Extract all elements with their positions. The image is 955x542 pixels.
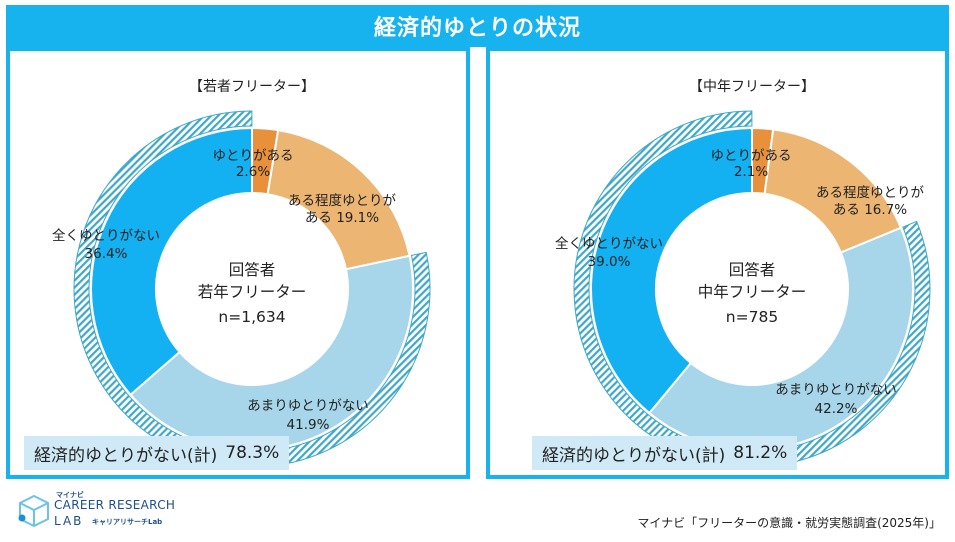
logo-sub: キャリアリサーチLab <box>92 518 163 526</box>
career-research-lab-logo: マイナビ CAREER RESEARCH LAB キャリアリサーチLab <box>18 490 178 534</box>
pie-slice-4 <box>90 126 253 397</box>
slice-label-4: 全くゆとりがない <box>52 227 160 244</box>
slice-label-3: あまりゆとりがない <box>247 398 369 414</box>
hatched-total-arc <box>573 110 931 468</box>
page-title: 経済的ゆとりの状況 <box>6 5 949 47</box>
chart-heading: 【若者フリーター】 <box>189 79 315 95</box>
slice-value-2: ある 19.1% <box>305 210 379 226</box>
slice-value-4: 39.0% <box>588 254 631 270</box>
pie-slice-3 <box>129 254 414 451</box>
slice-value-2: ある 16.7% <box>833 202 907 218</box>
slice-label-2: ある程度ゆとりが <box>816 185 924 201</box>
slice-value-3: 42.2% <box>815 401 858 417</box>
slice-value-4: 36.4% <box>85 246 128 262</box>
center-label-1: 回答者 <box>729 261 776 279</box>
total-value: 81.2% <box>733 443 788 463</box>
slice-label-2: ある程度ゆとりが <box>288 193 396 209</box>
center-label-1: 回答者 <box>229 261 276 279</box>
slice-label-1: ゆとりがある <box>711 148 792 164</box>
total-no-margin-middle: 経済的ゆとりがない(計) 81.2% <box>532 436 798 470</box>
slice-label-1: ゆとりがある <box>213 148 294 164</box>
center-label-2: 中年フリーター <box>698 283 807 301</box>
slice-value-1: 2.1% <box>734 164 768 180</box>
pie-slice-4 <box>590 126 753 415</box>
slice-label-4: 全くゆとりがない <box>555 235 663 252</box>
total-label: 経済的ゆとりがない(計) <box>34 445 218 466</box>
logo-katakana: マイナビ <box>56 491 84 499</box>
slice-value-3: 41.9% <box>287 417 330 433</box>
center-label-n: n=1,634 <box>218 308 285 326</box>
logo-lab: LAB <box>54 514 84 528</box>
logo-cube-icon <box>18 494 49 528</box>
center-label-n: n=785 <box>726 308 778 326</box>
center-label-2: 若年フリーター <box>198 283 307 301</box>
total-no-margin-young: 経済的ゆとりがない(計) 78.3% <box>24 436 290 470</box>
logo-main: CAREER RESEARCH <box>54 498 176 512</box>
pie-slice-3 <box>647 226 914 451</box>
total-label: 経済的ゆとりがない(計) <box>542 445 726 466</box>
slice-value-1: 2.6% <box>236 164 270 180</box>
chart-heading: 【中年フリーター】 <box>689 79 815 95</box>
total-value: 78.3% <box>225 443 280 463</box>
slice-label-3: あまりゆとりがない <box>775 382 897 398</box>
source-note: マイナビ「フリーターの意識・就労実態調査(2025年)」 <box>637 516 941 530</box>
